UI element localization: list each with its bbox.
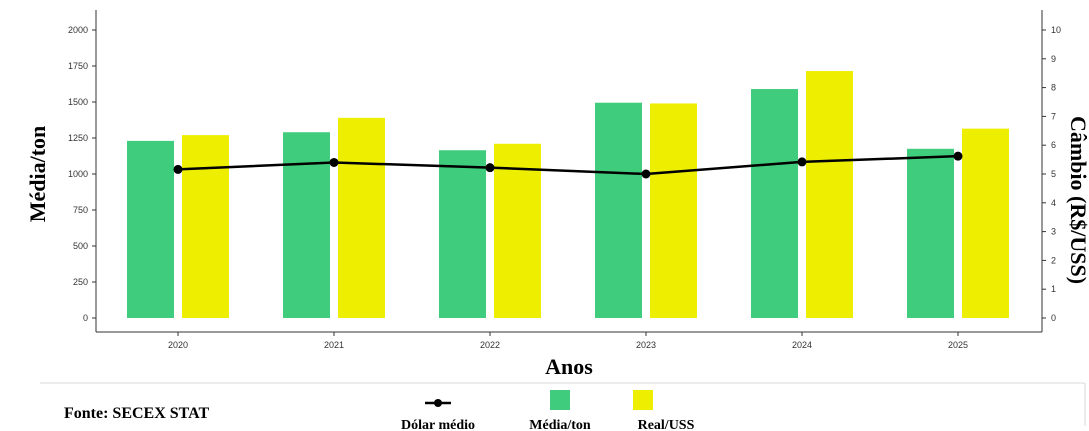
x-tick-label: 2025 (948, 340, 968, 350)
right-tick-label: 4 (1051, 198, 1056, 208)
bar-real-uss-2020 (182, 135, 229, 318)
left-tick-label: 250 (73, 277, 88, 287)
left-axis-ticks: 0 250 500 750 1000 1250 1500 1750 2000 (68, 25, 96, 323)
left-tick-label: 1250 (68, 133, 88, 143)
x-tick-label: 2021 (324, 340, 344, 350)
right-tick-label: 8 (1051, 83, 1056, 93)
dolar-medio-point-2022 (485, 163, 495, 173)
legend-item-dolar: Dólar médio (401, 399, 475, 431)
right-tick-label: 7 (1051, 111, 1056, 121)
legend-label-real-uss: Real/USS (638, 418, 695, 431)
x-tick-label: 2022 (480, 340, 500, 350)
left-tick-label: 750 (73, 205, 88, 215)
x-axis-ticks: 2020 2021 2022 2023 2024 2025 (168, 332, 968, 350)
right-tick-label: 2 (1051, 255, 1056, 265)
dolar-medio-point-2025 (953, 151, 963, 161)
dolar-medio-point-2023 (641, 169, 651, 179)
right-tick-label: 1 (1051, 284, 1056, 294)
dolar-medio-point-2024 (797, 157, 807, 167)
legend: Dólar médio Média/ton Real/USS (401, 390, 695, 431)
legend-swatch-real-uss (633, 390, 653, 410)
left-tick-label: 500 (73, 241, 88, 251)
left-tick-label: 0 (83, 313, 88, 323)
bar-m-dia-ton-2021 (283, 132, 330, 318)
legend-item-media-ton: Média/ton (529, 390, 591, 431)
bar-m-dia-ton-2025 (907, 148, 954, 318)
legend-item-real-uss: Real/USS (633, 390, 695, 431)
legend-point-icon (434, 399, 442, 407)
left-tick-label: 1500 (68, 97, 88, 107)
bar-m-dia-ton-2020 (127, 140, 174, 318)
legend-label-dolar: Dólar médio (401, 418, 475, 431)
source-note: Fonte: SECEX STAT (64, 405, 210, 422)
bar-real-uss-2022 (494, 143, 541, 318)
bar-real-uss-2025 (962, 128, 1009, 318)
right-tick-label: 5 (1051, 169, 1056, 179)
x-tick-label: 2023 (636, 340, 656, 350)
legend-label-media-ton: Média/ton (529, 418, 591, 431)
bar-m-dia-ton-2022 (439, 150, 486, 318)
left-tick-label: 2000 (68, 25, 88, 35)
bar-real-uss-2021 (338, 117, 385, 318)
legend-swatch-media-ton (550, 390, 570, 410)
x-axis-title: Anos (545, 354, 593, 379)
bar-real-uss-2024 (806, 71, 853, 318)
bars (127, 71, 1009, 318)
bar-m-dia-ton-2024 (751, 89, 798, 318)
right-tick-label: 6 (1051, 140, 1056, 150)
bar-m-dia-ton-2023 (595, 102, 642, 318)
x-tick-label: 2024 (792, 340, 812, 350)
dolar-medio-point-2021 (329, 157, 339, 167)
right-tick-label: 3 (1051, 227, 1056, 237)
left-tick-label: 1000 (68, 169, 88, 179)
right-tick-label: 9 (1051, 54, 1056, 64)
dolar-line-layer (173, 151, 963, 179)
dolar-medio-line (177, 154, 959, 176)
x-tick-label: 2020 (168, 340, 188, 350)
y-axis-title: Média/ton (25, 126, 50, 223)
left-tick-label: 1750 (68, 61, 88, 71)
right-axis-ticks: 0 1 2 3 4 5 6 7 8 9 10 (1042, 25, 1061, 323)
dolar-medio-point-2020 (173, 164, 183, 174)
right-tick-label: 10 (1051, 25, 1061, 35)
y2-axis-title: Câmbio (R$/USS) (1066, 116, 1089, 284)
bar-real-uss-2023 (650, 103, 697, 318)
right-tick-label: 0 (1051, 313, 1056, 323)
